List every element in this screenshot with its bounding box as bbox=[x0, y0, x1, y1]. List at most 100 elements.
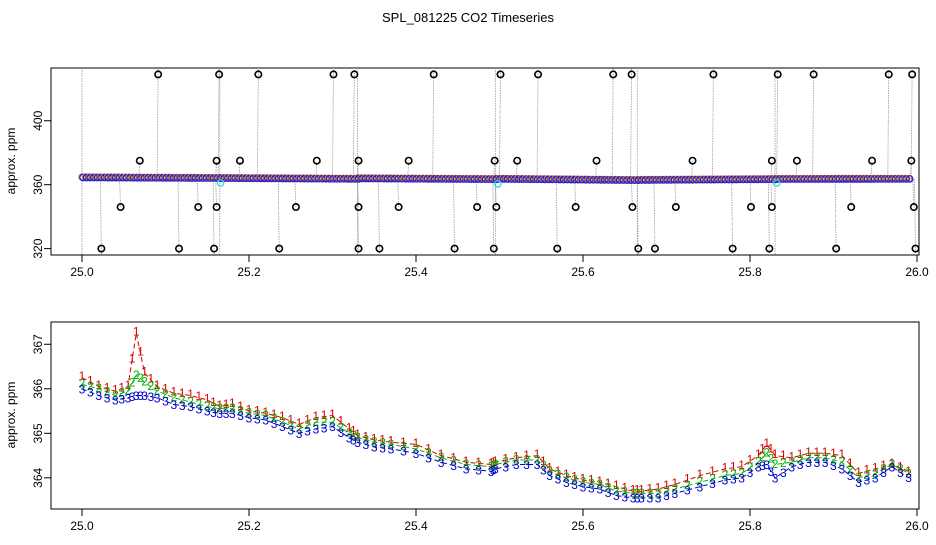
spike-point bbox=[97, 244, 106, 253]
series-2-marker: 2 bbox=[171, 390, 178, 404]
panel-top-y-axis: 320 360 400 bbox=[31, 110, 51, 259]
spike-point bbox=[215, 70, 224, 79]
series-2-marker: 2 bbox=[137, 371, 144, 385]
spike-point bbox=[490, 156, 499, 165]
panel-top-ylabel: approx. ppm bbox=[4, 128, 18, 195]
series-1-marker: 1 bbox=[655, 480, 662, 494]
spike-line bbox=[177, 177, 180, 256]
series-3-marker: 3 bbox=[880, 466, 887, 480]
series-1-marker: 1 bbox=[905, 464, 912, 478]
series-3-marker: 3 bbox=[722, 474, 729, 488]
series-2-marker: 2 bbox=[571, 472, 578, 486]
spike-point bbox=[765, 244, 774, 253]
series-1-marker: 1 bbox=[580, 472, 587, 486]
series-1-marker: 1 bbox=[95, 378, 102, 392]
series-2-marker: 2 bbox=[847, 462, 854, 476]
series-3-marker: 3 bbox=[254, 412, 261, 426]
series-1-marker: 1 bbox=[638, 483, 645, 497]
spike-line bbox=[492, 179, 495, 256]
series-1-marker: 1 bbox=[684, 472, 691, 486]
series-3-marker: 3 bbox=[805, 456, 812, 470]
series-2-marker: 2 bbox=[118, 386, 125, 400]
series-2-marker: 2 bbox=[638, 486, 645, 500]
series-1-marker: 1 bbox=[630, 483, 637, 497]
series-2-marker: 2 bbox=[179, 392, 186, 406]
series-1-marker: 1 bbox=[613, 478, 620, 492]
series-1-marker: 1 bbox=[722, 460, 729, 474]
series-3-marker: 3 bbox=[338, 426, 345, 440]
spike-point bbox=[404, 156, 413, 165]
spike-point bbox=[354, 203, 363, 212]
spike-point bbox=[728, 244, 737, 253]
series-3-marker: 3 bbox=[262, 414, 269, 428]
spike-point bbox=[884, 70, 893, 79]
series-1-marker: 1 bbox=[880, 458, 887, 472]
series-3-marker: 3 bbox=[196, 402, 203, 416]
series-3-marker: 3 bbox=[363, 438, 370, 452]
series-2-marker: 2 bbox=[630, 486, 637, 500]
series-2-marker: 2 bbox=[839, 455, 846, 469]
series-3-marker: 3 bbox=[162, 395, 169, 409]
panel-bottom-y-tick-label: 364 bbox=[31, 468, 45, 488]
series-1-marker: 1 bbox=[279, 409, 286, 423]
spike-line bbox=[475, 179, 478, 208]
series-3-marker: 3 bbox=[588, 481, 595, 495]
series-3-marker: 3 bbox=[540, 464, 547, 478]
series-1-marker: 1 bbox=[839, 447, 846, 461]
spike-point bbox=[513, 156, 522, 165]
series-1-marker: 1 bbox=[555, 464, 562, 478]
series-3-marker: 3 bbox=[780, 466, 787, 480]
series-3-marker: 3 bbox=[839, 463, 846, 477]
spike-line bbox=[494, 179, 497, 208]
series-1-marker: 1 bbox=[897, 459, 904, 473]
spike-line bbox=[887, 67, 890, 179]
panel-top: approx. ppm 25.0 25.2 25.4 25.6 25.8 26.0 320… bbox=[4, 67, 929, 279]
series-1-marker: 1 bbox=[171, 385, 178, 399]
spike-point bbox=[628, 203, 637, 212]
series-3-marker: 3 bbox=[413, 447, 420, 461]
series-1-marker: 1 bbox=[502, 452, 509, 466]
spike-line bbox=[332, 67, 334, 179]
series-2-marker: 2 bbox=[321, 415, 328, 429]
series-1-marker: 1 bbox=[246, 403, 253, 417]
spike-point bbox=[329, 70, 338, 79]
panel-bottom-x-tick-label: 25.6 bbox=[571, 519, 595, 533]
series-1-marker: 1 bbox=[759, 442, 766, 456]
series-3-marker: 3 bbox=[148, 390, 155, 404]
series-3-marker: 3 bbox=[187, 400, 194, 414]
series-3-marker: 3 bbox=[889, 460, 896, 474]
series-3-marker: 3 bbox=[296, 427, 303, 441]
series-2-marker: 2 bbox=[722, 468, 729, 482]
series-2-marker: 2 bbox=[133, 368, 140, 382]
series-3-marker: 3 bbox=[621, 490, 628, 504]
series-2-marker: 2 bbox=[363, 432, 370, 446]
series-2-marker: 2 bbox=[555, 467, 562, 481]
series-2-marker: 2 bbox=[79, 377, 86, 391]
spike-point bbox=[492, 203, 501, 212]
series-3-marker: 3 bbox=[534, 458, 541, 472]
series-3-marker: 3 bbox=[672, 487, 679, 501]
series-2-line bbox=[81, 374, 909, 494]
series-3-marker: 3 bbox=[759, 459, 766, 473]
spike-point bbox=[175, 244, 184, 253]
series-2-marker: 2 bbox=[488, 459, 495, 473]
panel-bottom-frame bbox=[50, 321, 920, 510]
series-2-marker: 2 bbox=[475, 458, 482, 472]
series-2-marker: 2 bbox=[338, 420, 345, 434]
series-2-marker: 2 bbox=[112, 388, 119, 402]
series-2-marker: 2 bbox=[663, 484, 670, 498]
spike-point bbox=[627, 70, 636, 79]
series-1-marker: 1 bbox=[822, 445, 829, 459]
series-1-marker: 1 bbox=[772, 447, 779, 461]
series-1-marker: 1 bbox=[125, 378, 132, 392]
spike-line bbox=[119, 177, 121, 208]
spike-point bbox=[116, 203, 125, 212]
series-1-marker: 1 bbox=[346, 420, 353, 434]
series-2-marker: 2 bbox=[354, 430, 361, 444]
series-1-marker: 1 bbox=[363, 429, 370, 443]
series-2-marker: 2 bbox=[797, 452, 804, 466]
spike-point bbox=[489, 244, 498, 253]
spike-point bbox=[194, 203, 203, 212]
